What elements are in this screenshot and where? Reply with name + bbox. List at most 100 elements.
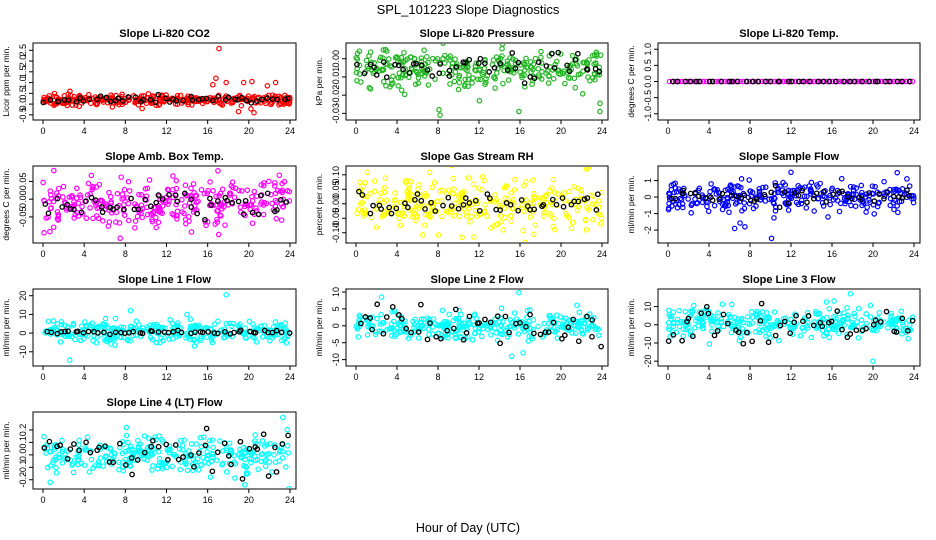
series-point: [535, 65, 541, 72]
y-tick-label: 0.00: [18, 190, 28, 208]
series-point: [59, 437, 65, 444]
series-point: [785, 188, 791, 194]
reference-point: [670, 331, 677, 338]
reference-point: [277, 196, 284, 203]
series-point: [869, 78, 876, 85]
series-point: [756, 188, 763, 195]
series-point: [472, 325, 479, 332]
data-points: [353, 44, 604, 118]
outlier-point: [516, 290, 522, 296]
series-point: [468, 213, 475, 220]
reference-point: [535, 59, 542, 66]
series-point: [262, 463, 269, 470]
reference-point: [153, 199, 160, 206]
series-point: [383, 197, 390, 204]
reference-point: [735, 329, 742, 336]
reference-point: [404, 204, 411, 211]
series-point: [593, 49, 600, 56]
series-point: [867, 314, 874, 320]
y-axis-label: ml/min per min.: [1, 298, 11, 356]
series-point: [845, 312, 851, 319]
series-point: [203, 334, 210, 341]
series-point: [272, 442, 278, 448]
series-point: [123, 424, 130, 431]
series-point: [406, 182, 413, 189]
series-point: [70, 469, 77, 476]
series-point: [52, 93, 58, 100]
reference-point: [239, 476, 246, 482]
plot-frame: [32, 42, 297, 121]
outlier-point: [241, 481, 248, 488]
reference-point: [418, 301, 424, 308]
series-point: [455, 315, 462, 322]
series-point: [112, 342, 118, 348]
reference-point: [559, 195, 566, 201]
reference-point: [112, 329, 119, 336]
reference-point: [785, 200, 792, 207]
series-point: [479, 173, 486, 180]
series-point: [286, 485, 292, 488]
series-point: [155, 449, 162, 455]
series-point: [419, 232, 426, 238]
series-point: [451, 186, 457, 192]
series-point: [772, 180, 779, 186]
series-point: [244, 187, 251, 194]
series-point: [493, 221, 500, 228]
series-point: [409, 197, 416, 203]
series-point: [464, 209, 470, 216]
series-point: [356, 312, 363, 319]
reference-point: [776, 204, 783, 211]
series-point: [803, 205, 810, 211]
reference-point: [107, 98, 114, 105]
series-point: [182, 182, 189, 188]
series-point: [544, 68, 551, 74]
panels: Slope Li-820 CO2 Licor ppm per min. 0 4 8 12 1…: [1, 28, 921, 505]
series-point: [377, 54, 384, 61]
reference-point: [47, 97, 54, 103]
reference-point: [738, 195, 745, 202]
y-tick-label: 0.5: [18, 87, 28, 100]
reference-point: [448, 203, 455, 209]
y-tick-label: 0.0: [643, 75, 653, 88]
reference-point: [881, 195, 887, 202]
series-point: [497, 219, 504, 225]
series-point: [555, 67, 561, 74]
series-point: [150, 463, 156, 469]
plot-frame: [32, 165, 297, 244]
y-tick-label: -2: [643, 226, 653, 234]
reference-point: [531, 206, 538, 213]
y-tick-label: 0: [643, 195, 653, 200]
plot-frame: [32, 288, 297, 367]
series-point: [210, 453, 216, 460]
series-point: [219, 448, 226, 454]
series-point: [250, 94, 256, 101]
reference-point: [559, 335, 565, 342]
panel-title: Slope Li-820 CO2: [119, 28, 209, 40]
series-point: [61, 322, 68, 329]
series-point: [43, 215, 49, 221]
series-point: [885, 324, 891, 331]
series-point: [91, 463, 98, 469]
reference-point: [208, 202, 214, 208]
series-point: [592, 201, 599, 208]
series-point: [278, 217, 285, 223]
series-point: [206, 437, 213, 444]
panel-9: Slope Line 3 Flow ml/min per min. 0 4 8 12 16 2…: [626, 274, 921, 382]
series-point: [222, 222, 228, 228]
reference-point: [155, 329, 162, 335]
series-point: [458, 192, 465, 199]
outlier-point: [210, 81, 216, 88]
series-point: [850, 184, 857, 190]
series-point: [554, 335, 561, 341]
y-axis-label: degrees C per min.: [1, 168, 11, 240]
series-point: [208, 458, 215, 465]
series-point: [737, 220, 743, 226]
series-point: [746, 78, 753, 85]
series-point: [400, 59, 407, 65]
reference-point: [74, 328, 81, 335]
reference-point: [278, 329, 285, 336]
series-point: [763, 321, 770, 327]
series-point: [367, 190, 373, 197]
series-point: [820, 203, 827, 209]
x-tick-label: 16: [515, 372, 525, 382]
